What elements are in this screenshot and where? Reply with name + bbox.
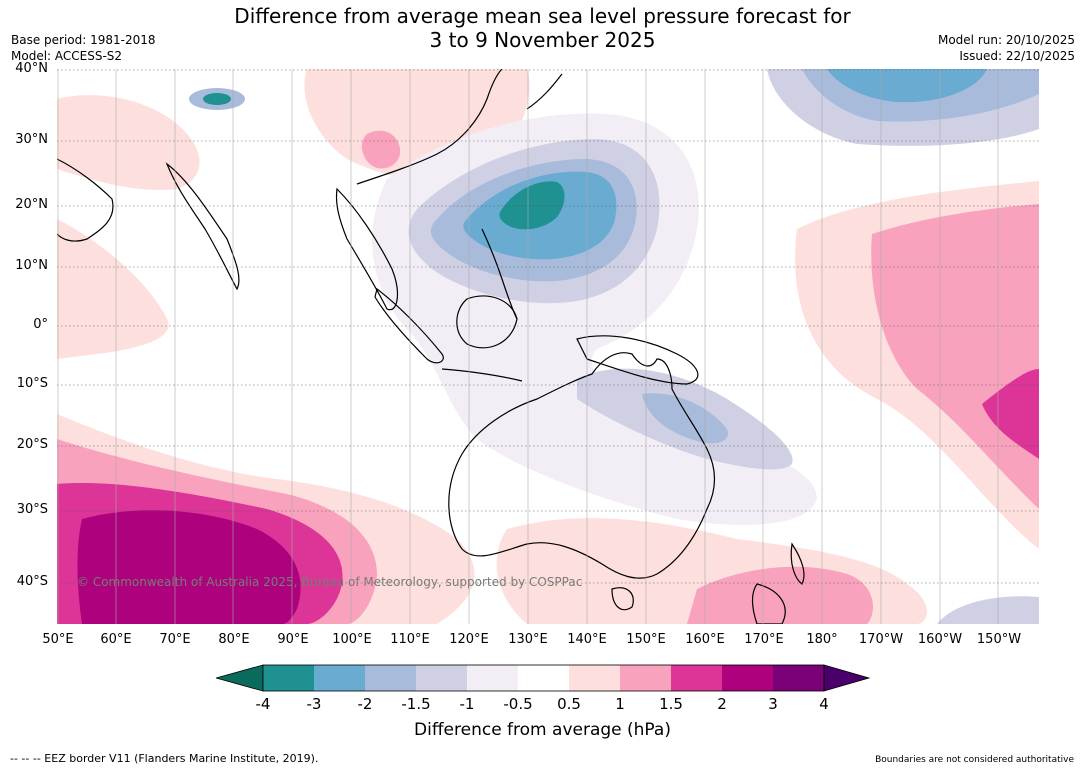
coastline-japan bbox=[526, 73, 563, 110]
coastline-tasmania bbox=[611, 587, 634, 611]
lat-label: 40°S bbox=[16, 574, 48, 589]
lat-label: 20°N bbox=[15, 197, 48, 212]
colorbar-bin bbox=[314, 665, 365, 691]
coastline-borneo bbox=[456, 295, 518, 349]
colorbar-tick-label: 2 bbox=[717, 695, 727, 713]
positive-anomaly-nz bbox=[687, 566, 873, 624]
colorbar-bin bbox=[773, 665, 824, 691]
coastline-philippines bbox=[481, 228, 518, 320]
lon-label: 170°E bbox=[744, 632, 784, 647]
run-info: Model run: 20/10/2025 Issued: 22/10/2025 bbox=[938, 32, 1075, 64]
colorbar-bin bbox=[620, 665, 671, 691]
negative-anomaly-himalaya-core bbox=[203, 93, 231, 105]
lon-label: 70°E bbox=[159, 632, 191, 647]
positive-anomaly-west-indian bbox=[57, 219, 169, 359]
base-period: Base period: 1981-2018 bbox=[11, 33, 156, 47]
colorbar-tick-label: 4 bbox=[819, 695, 829, 713]
anomaly-shading bbox=[57, 69, 1039, 624]
lat-label: 40°N bbox=[15, 61, 48, 76]
coastline-australia bbox=[448, 352, 716, 579]
colorbar-bin bbox=[263, 665, 314, 691]
colorbar-bin bbox=[518, 665, 569, 691]
issued-date: Issued: 22/10/2025 bbox=[959, 49, 1075, 63]
map-canvas bbox=[57, 69, 1039, 624]
lon-label: 120°E bbox=[449, 632, 489, 647]
colorbar-bin bbox=[671, 665, 722, 691]
colorbar-outline bbox=[262, 664, 825, 692]
colorbar-tick-label: -2 bbox=[357, 695, 373, 713]
boundary-disclaimer: Boundaries are not considered authoritat… bbox=[875, 755, 1074, 765]
positive-anomaly-northwest bbox=[57, 95, 200, 190]
lat-label: 10°S bbox=[16, 376, 48, 391]
pressure-anomaly-map: © Commonwealth of Australia 2025, Bureau… bbox=[57, 69, 1039, 624]
colorbar-tick-label: -3 bbox=[306, 695, 322, 713]
coastline-nz-north bbox=[790, 542, 805, 585]
model-info: Base period: 1981-2018 Model: ACCESS-S2 bbox=[11, 32, 156, 64]
title-line-1: Difference from average mean sea level p… bbox=[234, 4, 851, 28]
lat-label: 30°N bbox=[15, 132, 48, 147]
lon-label: 110°E bbox=[390, 632, 430, 647]
lat-label: 30°S bbox=[16, 502, 48, 517]
lon-label: 180° bbox=[806, 632, 838, 647]
colorbar-bin bbox=[569, 665, 620, 691]
title-line-2: 3 to 9 November 2025 bbox=[429, 28, 656, 52]
colorbar-label: Difference from average (hPa) bbox=[414, 720, 671, 740]
coastline-india bbox=[165, 162, 240, 291]
map-title: Difference from average mean sea level p… bbox=[0, 4, 1085, 52]
coastline-indochina bbox=[335, 187, 399, 311]
coastline-java bbox=[441, 368, 523, 382]
lon-label: 100°E bbox=[332, 632, 372, 647]
meridians bbox=[57, 69, 999, 624]
colorbar-extend-max bbox=[823, 664, 870, 692]
lon-label: 80°E bbox=[218, 632, 250, 647]
colorbar-bin bbox=[722, 665, 773, 691]
colorbar-bin bbox=[416, 665, 467, 691]
lat-label: 0° bbox=[33, 317, 48, 332]
negative-anomaly-north-pacific-inner bbox=[827, 69, 987, 103]
negative-anomaly-south-pacific bbox=[937, 596, 1039, 624]
lon-label: 160°W bbox=[917, 632, 963, 647]
strong-positive-east-pacific bbox=[982, 369, 1039, 459]
colorbar-bin bbox=[365, 665, 416, 691]
model-run: Model run: 20/10/2025 bbox=[937, 33, 1075, 47]
eez-border-note: -- -- -- EEZ border V11 (Flanders Marine… bbox=[10, 752, 319, 765]
coastline-sumatra bbox=[374, 287, 444, 364]
coastline-arabia bbox=[57, 158, 114, 242]
lon-label: 150°W bbox=[976, 632, 1022, 647]
lon-label: 140°E bbox=[567, 632, 607, 647]
lon-label: 130°E bbox=[508, 632, 548, 647]
colorbar-tick-label: -0.5 bbox=[503, 695, 533, 713]
colorbar-tick-label: 3 bbox=[768, 695, 778, 713]
lon-label: 60°E bbox=[100, 632, 132, 647]
colorbar-tick-label: 0.5 bbox=[557, 695, 581, 713]
model-name: Model: ACCESS-S2 bbox=[11, 49, 123, 63]
lon-label: 160°E bbox=[685, 632, 725, 647]
negative-anomaly-coral-inner bbox=[642, 393, 728, 444]
copyright-notice: © Commonwealth of Australia 2025, Bureau… bbox=[77, 575, 583, 589]
lon-label: 50°E bbox=[42, 632, 74, 647]
colorbar-tick-label: -1.5 bbox=[401, 695, 431, 713]
colorbar-tick-label: -1 bbox=[459, 695, 475, 713]
lat-label: 20°S bbox=[16, 437, 48, 452]
positive-anomaly-east-pacific bbox=[871, 204, 1039, 509]
colorbar bbox=[216, 664, 870, 692]
coastline-china bbox=[356, 69, 503, 185]
colorbar-tick-label: 1 bbox=[615, 695, 625, 713]
lon-label: 150°E bbox=[626, 632, 666, 647]
positive-anomaly-central-north bbox=[361, 130, 401, 169]
colorbar-bin bbox=[467, 665, 518, 691]
very-strong-positive-se-ocean bbox=[77, 510, 301, 624]
lon-label: 90°E bbox=[277, 632, 309, 647]
lat-label: 10°N bbox=[15, 258, 48, 273]
coastlines bbox=[57, 69, 805, 624]
coastline-nz-south bbox=[751, 583, 786, 624]
colorbar-extend-min bbox=[216, 664, 264, 692]
lon-label: 170°W bbox=[858, 632, 904, 647]
coastline-new-guinea bbox=[576, 335, 699, 385]
colorbar-tick-label: 1.5 bbox=[659, 695, 683, 713]
negative-anomaly-core bbox=[499, 181, 565, 230]
colorbar-tick-label: -4 bbox=[255, 695, 271, 713]
